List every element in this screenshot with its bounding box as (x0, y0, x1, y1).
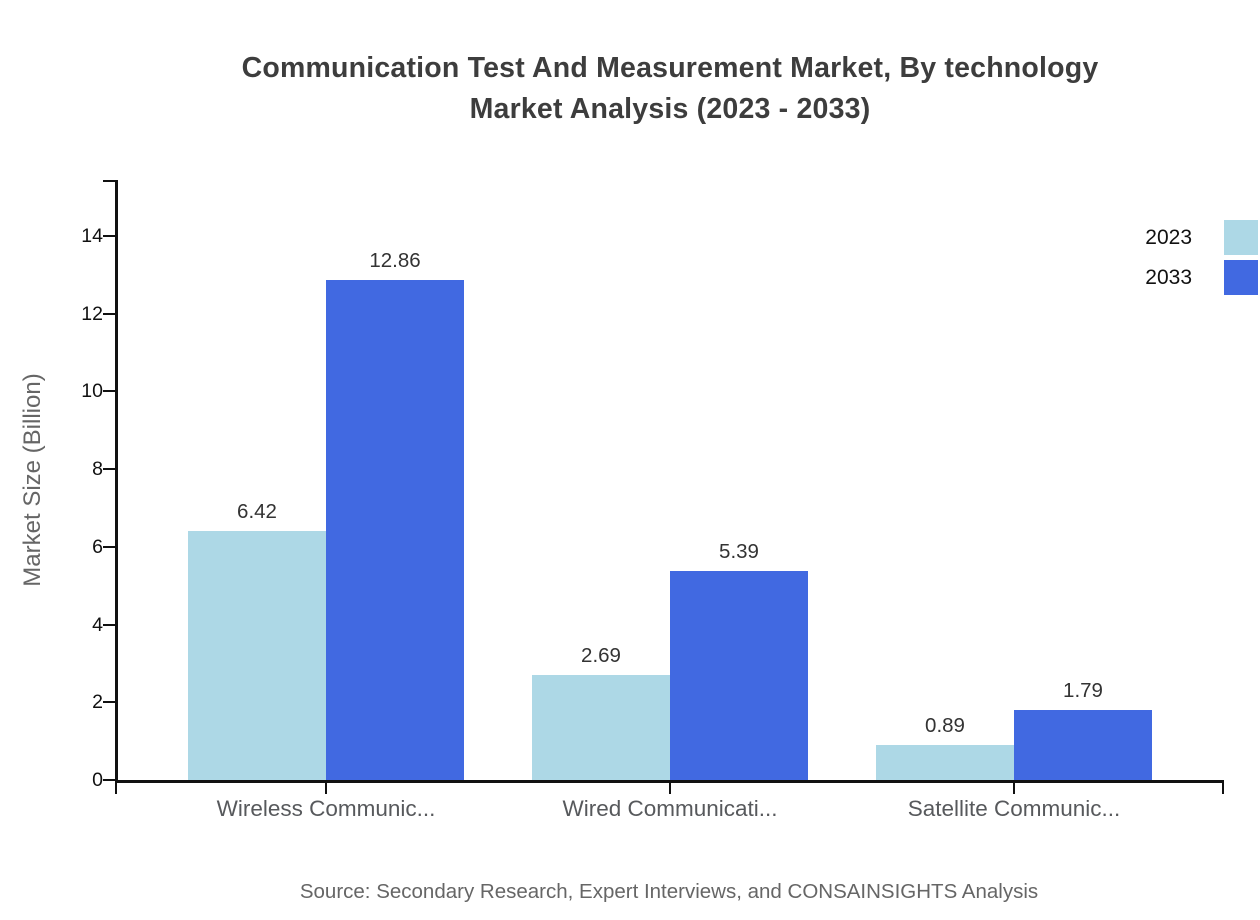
y-tick (103, 779, 115, 781)
bar-value-label-2033-0: 12.86 (369, 249, 421, 273)
y-tick-label: 0 (92, 769, 103, 791)
bar-2023-2 (876, 745, 1014, 780)
y-tick-label: 10 (81, 380, 103, 403)
source-note: Source: Secondary Research, Expert Inter… (299, 880, 1039, 903)
x-category-label-2: Satellite Communic... (907, 796, 1121, 821)
y-tick-label: 4 (92, 613, 103, 636)
legend-item-2023: 2023 (1145, 220, 1258, 255)
chart-title-line1: Communication Test And Measurement Marke… (241, 52, 1099, 84)
legend-item-2033: 2033 (1145, 260, 1258, 295)
y-tick (103, 545, 115, 548)
y-tick (103, 235, 115, 237)
bar-2023-0 (188, 530, 326, 780)
bar-2033-2 (1014, 710, 1152, 780)
x-category-label-0: Wireless Communic... (216, 796, 436, 821)
x-axis-end-tick (115, 780, 117, 794)
y-tick-label: 14 (81, 225, 103, 247)
x-tick (669, 780, 671, 794)
bar-value-label-2023-1: 2.69 (581, 644, 621, 668)
legend-swatch-2033 (1224, 260, 1258, 295)
y-tick-label: 12 (81, 302, 103, 325)
bar-2023-1 (532, 675, 670, 780)
bar-value-label-2023-0: 6.42 (237, 499, 277, 523)
chart-title-line2: Market Analysis (2023 - 2033) (469, 93, 871, 125)
x-axis-end-tick (1222, 780, 1224, 794)
legend-swatch-2023 (1224, 220, 1258, 255)
x-tick (325, 780, 327, 794)
bar-value-label-2033-1: 5.39 (719, 539, 759, 563)
chart-title: Communication Test And Measurement Marke… (40, 48, 1260, 130)
bar-2033-0 (326, 280, 464, 780)
y-tick-label: 6 (92, 535, 103, 558)
y-tick (103, 468, 115, 471)
y-axis-endcap-tick (103, 180, 115, 182)
y-axis-line (115, 180, 118, 783)
y-tick-label: 8 (92, 458, 103, 481)
legend-label-2023: 2023 (1145, 225, 1192, 249)
y-tick (103, 623, 115, 626)
x-tick (1013, 780, 1015, 794)
x-axis-line (115, 780, 1222, 783)
legend: 2023 2033 (1145, 220, 1258, 295)
y-tick (103, 390, 115, 393)
bar-2033-1 (670, 570, 808, 780)
bar-value-label-2033-2: 1.79 (1063, 679, 1103, 703)
y-tick (103, 701, 115, 704)
y-tick (103, 312, 115, 315)
bar-value-label-2023-2: 0.89 (925, 714, 965, 738)
y-tick-label: 2 (92, 691, 103, 714)
x-category-label-1: Wired Communicati... (562, 796, 778, 821)
legend-label-2033: 2033 (1145, 265, 1192, 289)
